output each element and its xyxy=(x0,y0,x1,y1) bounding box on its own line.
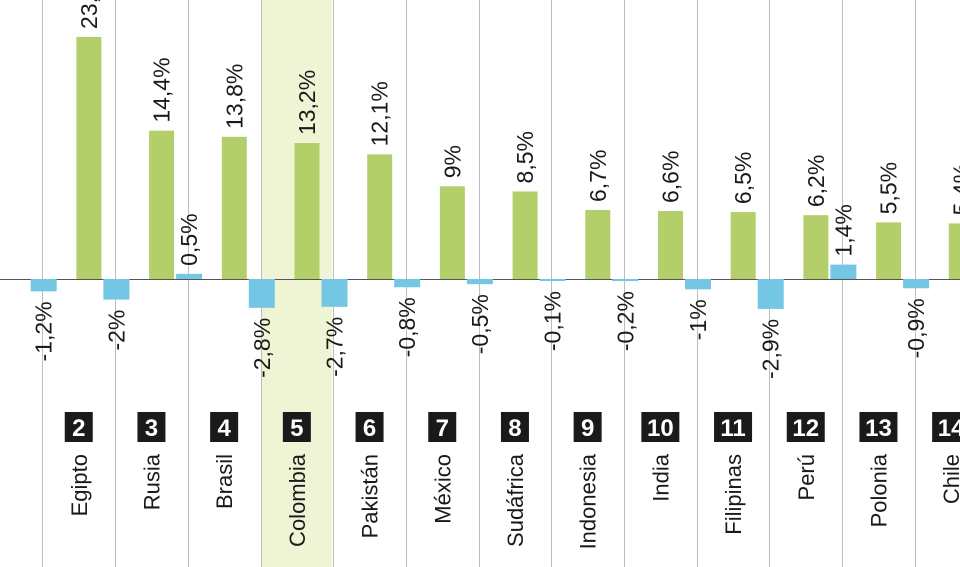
rank-box xyxy=(573,412,602,442)
labels-layer: -1,2% 23, -2% 2 Egipto 14,4% 0,5% 3 Rusia 13,8% -2… xyxy=(31,0,960,549)
category-label: Filipinas xyxy=(721,454,746,535)
bar-green xyxy=(803,215,829,279)
rank-number: 9 xyxy=(581,415,594,442)
rank-box xyxy=(641,412,680,442)
rank-box xyxy=(932,412,960,442)
rank-number: 12 xyxy=(792,415,819,442)
bar-green xyxy=(730,212,756,279)
value-label-green: 5,5% xyxy=(876,162,902,214)
bar-blue xyxy=(685,279,711,290)
category-label: México xyxy=(430,454,455,524)
value-label-blue: 1,4% xyxy=(830,204,856,256)
category-label: Indonesia xyxy=(576,453,601,549)
value-label-green: 13,8% xyxy=(221,64,247,129)
bar-blue xyxy=(903,279,930,289)
value-label-green: 23, xyxy=(76,0,102,29)
value-label-green: 14,4% xyxy=(149,57,175,122)
bar-green xyxy=(367,154,393,279)
value-label-green: 6,5% xyxy=(730,152,756,204)
category-label: Pakistán xyxy=(358,454,383,538)
value-label-blue: -0,2% xyxy=(612,291,638,351)
rank-number: 3 xyxy=(145,415,158,442)
value-label-green: 6,6% xyxy=(658,151,684,203)
rank-number: 4 xyxy=(217,415,231,442)
bar-blue xyxy=(321,279,348,307)
bar-blue xyxy=(612,279,639,282)
bar-blue xyxy=(30,279,57,292)
bar-blue xyxy=(248,279,275,308)
bar-blue xyxy=(394,279,421,288)
rank-box xyxy=(210,412,239,442)
rank-box xyxy=(355,412,384,442)
value-label-blue: -2,8% xyxy=(249,318,275,378)
rank-box xyxy=(500,412,529,442)
bar-green xyxy=(512,191,538,279)
bar-green xyxy=(948,223,960,279)
rank-box xyxy=(714,412,753,442)
bar-green xyxy=(585,209,611,279)
bar-green xyxy=(76,36,102,280)
value-label-blue: 0,5% xyxy=(176,213,202,265)
rank-number: 6 xyxy=(363,415,376,442)
category-label: Egipto xyxy=(67,454,92,516)
rank-number: 13 xyxy=(865,415,892,442)
value-label-blue: -1,2% xyxy=(31,301,57,361)
bar-green xyxy=(149,130,175,279)
value-label-green: 12,1% xyxy=(367,81,393,146)
value-label-blue: -2,9% xyxy=(758,319,784,379)
value-label-blue: -0,8% xyxy=(394,297,420,357)
value-label-blue: -1% xyxy=(685,299,711,340)
rank-box xyxy=(64,412,93,442)
value-label-green: 9% xyxy=(439,145,465,178)
bar-green xyxy=(221,136,247,279)
value-label-green: 13,2% xyxy=(294,70,320,135)
bar-blue xyxy=(539,279,566,281)
category-label: Sudáfrica xyxy=(503,453,528,547)
category-label: Chile xyxy=(939,454,960,504)
value-label-blue: -0,5% xyxy=(467,294,493,354)
category-label: Rusia xyxy=(139,453,164,510)
bar-blue xyxy=(830,264,857,279)
rank-box xyxy=(786,412,825,442)
category-label: Perú xyxy=(794,454,819,500)
rank-box xyxy=(282,412,311,442)
value-label-blue: -2% xyxy=(103,310,129,351)
category-label: Polonia xyxy=(866,453,891,527)
category-label: Brasil xyxy=(212,454,237,509)
category-label: Colombia xyxy=(285,453,310,547)
value-label-blue: -0,9% xyxy=(903,298,929,358)
bar-blue xyxy=(757,279,784,309)
rank-number: 14 xyxy=(938,415,960,442)
bar-green xyxy=(658,211,683,279)
bar-green xyxy=(439,186,465,279)
rank-number: 11 xyxy=(720,415,745,442)
rank-number: 8 xyxy=(508,415,521,442)
category-label: India xyxy=(648,453,673,501)
value-label-green: 8,5% xyxy=(512,131,538,183)
rank-box xyxy=(859,412,898,442)
rank-number: 10 xyxy=(647,415,674,442)
rank-number: 7 xyxy=(436,415,449,442)
bar-green xyxy=(294,143,320,279)
rank-number: 2 xyxy=(72,415,85,442)
value-label-green: 5,4% xyxy=(948,163,960,215)
value-label-blue: -0,1% xyxy=(540,291,566,351)
bar-blue xyxy=(176,273,203,279)
bar-blue xyxy=(103,279,130,300)
bar-blue xyxy=(466,279,493,285)
bars-layer xyxy=(30,36,960,309)
rank-box xyxy=(428,412,457,442)
bar-green xyxy=(876,222,902,279)
value-label-green: 6,2% xyxy=(803,155,829,207)
value-label-green: 6,7% xyxy=(585,150,611,202)
rank-number: 5 xyxy=(290,415,303,442)
rank-box xyxy=(137,412,166,442)
value-label-blue: -2,7% xyxy=(322,317,348,377)
